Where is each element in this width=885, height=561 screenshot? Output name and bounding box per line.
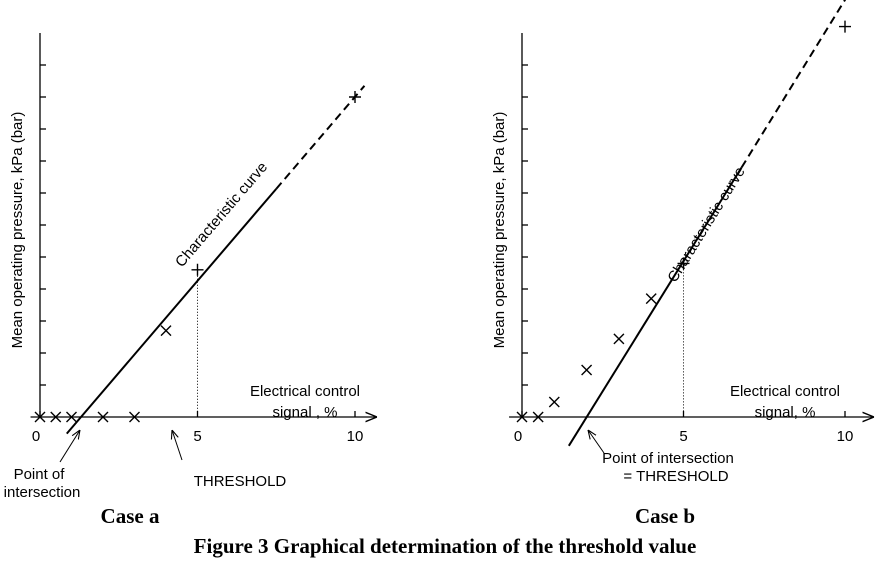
characteristic-curve bbox=[66, 188, 278, 435]
characteristic-curve bbox=[275, 85, 366, 190]
arrow bbox=[588, 430, 605, 454]
data-point bbox=[613, 333, 625, 345]
data-point bbox=[34, 411, 46, 423]
axis-note: Electrical control bbox=[250, 383, 360, 400]
curve-label: Characteristic curve bbox=[664, 164, 748, 286]
axis-note: signal, % bbox=[755, 404, 816, 421]
arrow bbox=[59, 430, 80, 463]
data-point bbox=[66, 411, 77, 423]
y-axis-label: Mean operating pressure, kPa (bar) bbox=[9, 112, 26, 349]
data-point bbox=[191, 263, 204, 276]
data-point bbox=[532, 411, 544, 423]
data-point bbox=[516, 411, 528, 423]
x-tick-label: 0 bbox=[514, 428, 522, 445]
data-point bbox=[645, 293, 657, 305]
x-tick-label: 5 bbox=[193, 428, 201, 445]
intersection-note: Point of intersection bbox=[602, 450, 734, 467]
data-point bbox=[129, 411, 140, 423]
data-point bbox=[349, 91, 361, 103]
characteristic-curve bbox=[740, 0, 847, 168]
axis-note: Electrical control bbox=[730, 383, 840, 400]
intersection-note: Point of bbox=[14, 466, 66, 483]
data-point bbox=[97, 411, 109, 423]
characteristic-curve bbox=[567, 166, 743, 447]
x-tick-label: 10 bbox=[347, 428, 364, 445]
x-tick-label: 0 bbox=[32, 428, 40, 445]
x-tick-label: 5 bbox=[679, 428, 687, 445]
x-tick-label: 10 bbox=[837, 428, 854, 445]
case-caption: Case a bbox=[101, 504, 160, 528]
threshold-note: THRESHOLD bbox=[194, 473, 287, 490]
y-axis-label: Mean operating pressure, kPa (bar) bbox=[491, 112, 508, 349]
case-caption: Case b bbox=[635, 504, 695, 528]
data-point bbox=[50, 411, 62, 423]
data-point bbox=[581, 364, 593, 376]
arrow bbox=[172, 430, 183, 461]
figure-title: Figure 3 Graphical determination of the … bbox=[194, 534, 697, 558]
data-point bbox=[548, 396, 560, 408]
data-point bbox=[160, 325, 172, 337]
data-point bbox=[677, 257, 690, 270]
axis-note: signal , % bbox=[272, 404, 337, 421]
intersection-note: = THRESHOLD bbox=[623, 468, 728, 485]
data-point bbox=[839, 20, 851, 33]
intersection-note: intersection bbox=[4, 484, 81, 501]
